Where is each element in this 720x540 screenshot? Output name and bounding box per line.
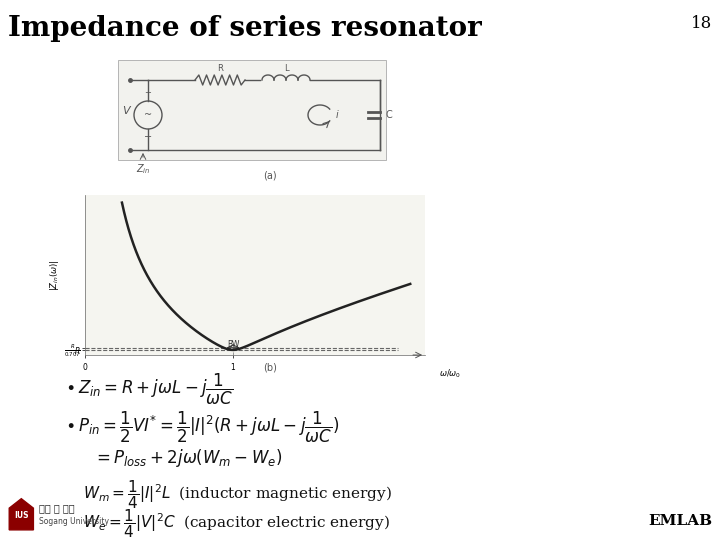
Bar [118,60,386,160]
Text: $W_e = \dfrac{1}{4}|V|^{2}C\;$ (capacitor electric energy): $W_e = \dfrac{1}{4}|V|^{2}C\;$ (capacito… [83,507,390,540]
Text: (b): (b) [263,362,277,372]
Text: V: V [122,106,130,116]
Text: $\bullet\,Z_{in} = R + j\omega L - j\dfrac{1}{\omega C}$: $\bullet\,Z_{in} = R + j\omega L - j\dfr… [65,372,233,407]
Text: R: R [217,64,223,73]
Text: ~: ~ [144,110,152,120]
Text: i: i [336,110,338,120]
Text: $\omega/\omega_0$: $\omega/\omega_0$ [438,368,461,380]
Text: $= P_{loss} + 2j\omega(W_m - W_e)$: $= P_{loss} + 2j\omega(W_m - W_e)$ [93,447,282,469]
Text: $\bullet\,P_{in} = \dfrac{1}{2}VI^{*} = \dfrac{1}{2}|I|^{2}(R + j\omega L - j\df: $\bullet\,P_{in} = \dfrac{1}{2}VI^{*} = … [65,410,339,445]
Text: 서강 대 학교: 서강 대 학교 [40,503,75,513]
Text: 18: 18 [690,15,712,32]
Text: −: − [144,132,152,142]
Text: $Z_{in}$: $Z_{in}$ [135,162,150,176]
Y-axis label: $|Z_{in}(\omega)|$: $|Z_{in}(\omega)|$ [48,259,61,291]
Text: EMLAB: EMLAB [648,514,712,528]
Text: Sogang University: Sogang University [40,517,109,526]
Text: Impedance of series resonator: Impedance of series resonator [8,15,482,42]
Text: C: C [385,110,392,120]
Text: BW: BW [227,340,239,349]
Text: IUS: IUS [14,511,29,520]
Text: (a): (a) [264,170,276,180]
Text: +: + [145,88,151,97]
Text: $W_m = \dfrac{1}{4}|I|^{2}L\;$ (inductor magnetic energy): $W_m = \dfrac{1}{4}|I|^{2}L\;$ (inductor… [83,478,392,511]
Text: L: L [284,64,288,73]
Polygon shape [9,499,33,530]
